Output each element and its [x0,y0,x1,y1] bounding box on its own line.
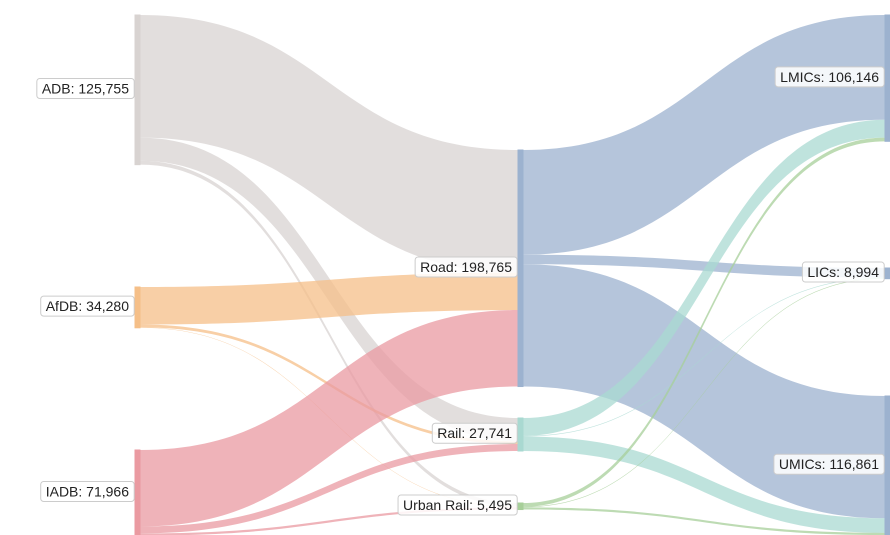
nodes [134,14,890,535]
link [523,436,885,533]
node-label: IADB: 71,966 [46,484,129,500]
node-label: Urban Rail: 5,495 [403,497,512,513]
link [523,254,885,278]
link [523,278,885,508]
node [134,14,141,166]
label-box [431,422,518,444]
link [523,277,885,437]
link [140,272,518,325]
link [523,119,885,436]
node [517,149,524,388]
node [134,449,141,535]
labels: ADB: 125,755 AfDB: 34,280 IADB: 71,966 Road… [36,66,885,516]
label-box [801,261,885,283]
node [884,395,890,535]
node [517,417,524,452]
link [523,137,885,507]
link [140,310,518,527]
node-label: LMICs: 106,146 [780,69,879,85]
node-label: ADB: 125,755 [42,81,129,97]
link [140,15,518,273]
label-box [36,78,135,100]
node-label: LICs: 8,994 [807,264,879,280]
node-label: AfDB: 34,280 [46,298,129,314]
link [140,444,518,534]
node-label: UMICs: 116,861 [779,456,879,472]
node-label: Rail: 27,741 [437,425,512,441]
node-label: Road: 198,765 [420,259,512,275]
node [517,502,524,511]
label-box [40,481,135,503]
label-box [414,256,518,278]
link [523,507,885,535]
node [884,267,890,280]
link [140,160,518,507]
label-box [397,494,518,516]
link [140,507,518,535]
label-box [40,295,135,317]
node [884,14,890,142]
label-box [773,453,885,475]
node [134,286,141,329]
label-box [774,66,885,88]
